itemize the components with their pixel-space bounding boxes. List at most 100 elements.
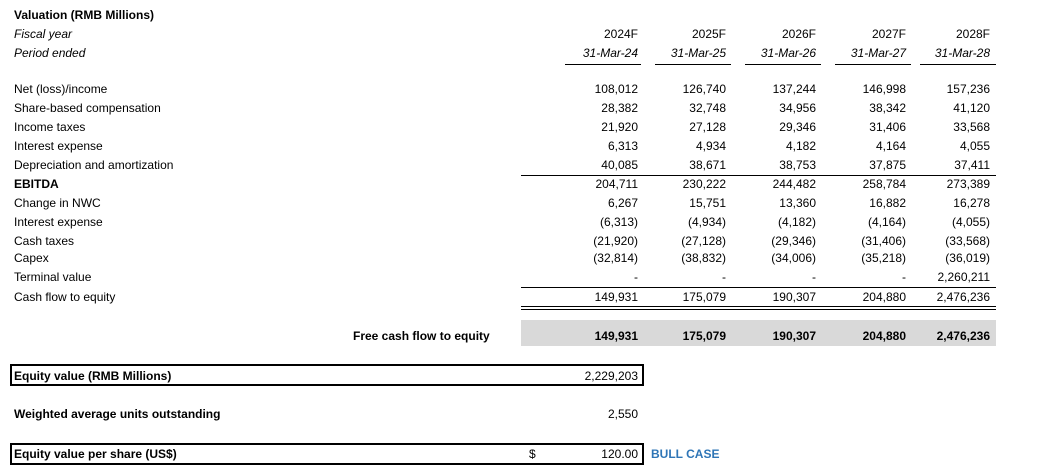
table-cell: (31,406) xyxy=(861,234,906,248)
table-cell: 258,784 xyxy=(862,177,906,191)
table-cell: - xyxy=(812,270,816,284)
header-underline xyxy=(565,64,641,65)
row-label: Capex xyxy=(14,251,49,265)
table-cell: (34,006) xyxy=(771,251,816,265)
table-cell: 6,313 xyxy=(607,139,638,153)
table-cell: (4,182) xyxy=(777,215,816,229)
table-cell: 149,931 xyxy=(594,290,638,304)
table-cell: 32,748 xyxy=(689,101,726,115)
currency-symbol: $ xyxy=(529,447,536,461)
table-cell: 34,956 xyxy=(779,101,816,115)
table-cell: 6,267 xyxy=(607,196,638,210)
period-end-header: 31-Mar-25 xyxy=(670,46,726,60)
table-cell: (4,164) xyxy=(867,215,906,229)
table-cell: 4,934 xyxy=(695,139,726,153)
fcfe-cell: 2,476,236 xyxy=(936,329,990,343)
period-end-header: 31-Mar-27 xyxy=(850,46,906,60)
period-end-header: 31-Mar-26 xyxy=(760,46,816,60)
table-cell: 27,128 xyxy=(689,120,726,134)
equity-value-label: Equity value (RMB Millions) xyxy=(14,369,172,383)
table-cell: 37,411 xyxy=(954,158,990,172)
table-cell: (38,832) xyxy=(681,251,726,265)
row-label: Net (loss)/income xyxy=(14,82,108,96)
table-cell: 4,182 xyxy=(785,139,816,153)
table-cell: 190,307 xyxy=(772,290,816,304)
table-cell: (4,934) xyxy=(687,215,726,229)
table-cell: 244,482 xyxy=(772,177,816,191)
table-cell: 273,389 xyxy=(946,177,990,191)
table-cell: (6,313) xyxy=(599,215,638,229)
fcfe-cell: 204,880 xyxy=(862,329,906,343)
year-header: 2026F xyxy=(781,27,816,41)
table-cell: (4,055) xyxy=(951,215,990,229)
fcfe-cell: 149,931 xyxy=(594,329,638,343)
table-cell: 38,342 xyxy=(869,101,906,115)
period-end-header: 31-Mar-28 xyxy=(934,46,990,60)
table-cell: 108,012 xyxy=(594,82,638,96)
fcfe-row-shading xyxy=(521,320,996,346)
total-double-underline xyxy=(521,309,996,310)
row-label: Interest expense xyxy=(14,215,103,229)
table-cell: (35,218) xyxy=(861,251,906,265)
table-cell: 40,085 xyxy=(601,158,638,172)
table-cell: 38,753 xyxy=(779,158,816,172)
table-cell: 126,740 xyxy=(682,82,726,96)
header-underline xyxy=(745,64,821,65)
table-cell: 175,079 xyxy=(682,290,726,304)
table-cell: 16,882 xyxy=(869,196,906,210)
table-cell: 13,360 xyxy=(779,196,816,210)
fcfe-label: Free cash flow to equity xyxy=(353,329,490,343)
table-cell: (27,128) xyxy=(681,234,726,248)
fcfe-cell: 175,079 xyxy=(682,329,726,343)
units-label: Weighted average units outstanding xyxy=(14,407,221,421)
table-cell: 33,568 xyxy=(953,120,990,134)
table-cell: 41,120 xyxy=(953,101,990,115)
year-header: 2025F xyxy=(691,27,726,41)
table-cell: 29,346 xyxy=(779,120,816,134)
row-label: Income taxes xyxy=(14,120,86,134)
year-header: 2027F xyxy=(871,27,906,41)
table-cell: 204,711 xyxy=(595,177,639,191)
equity-value: 2,229,203 xyxy=(584,369,638,383)
table-cell: 16,278 xyxy=(953,196,990,210)
header-underline xyxy=(655,64,731,65)
table-cell: 31,406 xyxy=(869,120,906,134)
equity-value-box xyxy=(10,364,644,386)
table-cell: - xyxy=(902,270,906,284)
table-cell: (29,346) xyxy=(771,234,816,248)
row-label: Share-based compensation xyxy=(14,101,161,115)
row-label: Depreciation and amortization xyxy=(14,158,174,172)
table-cell: (36,019) xyxy=(945,251,990,265)
per-share-value: 120.00 xyxy=(601,447,638,461)
subtotal-line xyxy=(521,287,996,288)
row-label: Interest expense xyxy=(14,139,103,153)
row-label: Change in NWC xyxy=(14,196,101,210)
table-cell: 230,222 xyxy=(682,177,726,191)
table-cell: 15,751 xyxy=(689,196,726,210)
period-end-header: 31-Mar-24 xyxy=(582,46,638,60)
year-header: 2028F xyxy=(955,27,990,41)
header-underline xyxy=(835,64,911,65)
table-cell: 37,875 xyxy=(869,158,906,172)
table-cell: 137,244 xyxy=(772,82,816,96)
table-cell: 204,880 xyxy=(862,290,906,304)
table-cell: (33,568) xyxy=(945,234,990,248)
fiscal-year-label: Fiscal year xyxy=(14,27,73,41)
table-cell: 157,236 xyxy=(946,82,990,96)
header-underline xyxy=(920,64,996,65)
table-cell: 38,671 xyxy=(689,158,726,172)
table-cell: 4,164 xyxy=(875,139,906,153)
table-cell: 21,920 xyxy=(601,120,638,134)
scenario-label: BULL CASE xyxy=(651,447,720,461)
row-label: EBITDA xyxy=(14,177,59,191)
row-label: Cash taxes xyxy=(14,234,75,248)
table-cell: 2,476,236 xyxy=(936,290,990,304)
table-title: Valuation (RMB Millions) xyxy=(14,8,154,22)
per-share-label: Equity value per share (US$) xyxy=(14,447,177,461)
total-double-underline xyxy=(521,306,996,307)
per-share-box xyxy=(10,443,644,465)
period-ended-label: Period ended xyxy=(14,46,86,60)
units-value: 2,550 xyxy=(607,407,638,421)
subtotal-line xyxy=(521,175,996,176)
table-cell: - xyxy=(722,270,726,284)
